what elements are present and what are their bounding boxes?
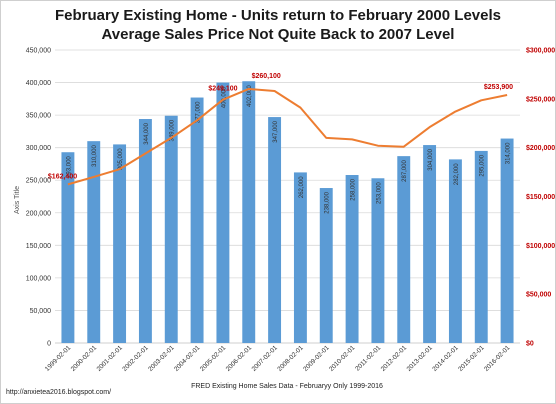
x-axis-tick-label: 2004-02-01 [173, 344, 202, 373]
bar-data-label: 310,000 [92, 145, 98, 167]
left-axis-tick-label: 250,000 [26, 178, 51, 185]
bar [61, 152, 75, 343]
bar-data-label: 262,000 [299, 176, 305, 198]
chart-subtitle: Average Sales Price Not Quite Back to 20… [101, 26, 455, 43]
bar-data-label: 295,000 [480, 154, 486, 176]
x-axis-ticks: 1999-02-012000-02-012001-02-012002-02-01… [44, 344, 512, 373]
x-axis-tick-label: 2016-02-01 [483, 344, 512, 373]
bar-data-label: 238,000 [325, 191, 331, 213]
line-point-label: $253,900 [484, 84, 513, 91]
y-axis-title: Axis Title [14, 186, 21, 214]
chart-title-block: February Existing Home - Units return to… [0, 6, 556, 44]
line-path [67, 87, 508, 186]
left-axis-tick-label: 0 [47, 341, 51, 348]
line-point-label: $162,400 [48, 173, 77, 180]
bar-data-label: 293,000 [66, 156, 72, 178]
line-point-label: $260,100 [252, 73, 281, 80]
right-axis-tick-label: $100,000 [526, 243, 555, 250]
bar [138, 119, 152, 343]
x-axis-tick-label: 2012-02-01 [380, 344, 409, 373]
left-axis-tick-label: 400,000 [26, 80, 51, 87]
bar-data-label: 258,000 [351, 178, 357, 200]
bar [164, 115, 178, 343]
left-axis-tick-label: 200,000 [26, 210, 51, 217]
left-axis-tick-label: 50,000 [30, 308, 52, 315]
bar-data-label: 347,000 [273, 120, 279, 142]
bar-data-labels: 293,000 310,000 305,000 344,000 349,000 377,0… [66, 85, 511, 214]
chart-title: February Existing Home - Units return to… [55, 7, 501, 24]
bar [216, 82, 230, 344]
bar [293, 172, 307, 343]
left-axis-tick-label: 300,000 [26, 145, 51, 152]
x-axis-tick-label: 2013-02-01 [406, 344, 435, 373]
left-axis-ticks: 0 50,000 100,000 150,000 200,000 250,000 300,0… [26, 48, 51, 348]
bar-data-label: 282,000 [454, 163, 460, 185]
footer-url: http://anxietea2016.blogspot.com/ [6, 389, 112, 396]
x-axis-tick-label: 2010-02-01 [328, 344, 357, 373]
bar [500, 138, 514, 343]
bar-series [61, 81, 514, 344]
gridlines [55, 49, 520, 344]
right-axis-tick-label: $50,000 [526, 292, 551, 299]
x-axis-tick-label: 2008-02-01 [276, 344, 305, 373]
x-axis-tick-label: 2002-02-01 [121, 344, 150, 373]
bar [423, 145, 437, 343]
line-series [67, 87, 508, 186]
bar-data-label: 253,000 [376, 182, 382, 204]
right-axis-tick-label: $250,000 [526, 96, 555, 103]
left-axis-tick-label: 150,000 [26, 243, 51, 250]
x-axis-tick-label: 1999-02-01 [44, 344, 73, 373]
bar-data-label: 314,000 [506, 142, 512, 164]
bar-data-label: 400,000 [221, 86, 227, 108]
x-axis-tick-label: 2015-02-01 [457, 344, 486, 373]
left-axis-tick-label: 350,000 [26, 113, 51, 120]
bar [474, 150, 488, 343]
x-axis-tick-label: 2009-02-01 [302, 344, 331, 373]
x-axis-tick-label: 2014-02-01 [431, 344, 460, 373]
bar-data-label: 349,000 [170, 119, 176, 141]
left-axis-tick-label: 100,000 [26, 275, 51, 282]
right-axis-tick-label: $300,000 [526, 48, 555, 55]
bar-data-label: 377,000 [196, 101, 202, 123]
x-axis-tick-label: 2011-02-01 [354, 344, 382, 372]
right-axis-ticks: $0 $50,000 $100,000 $150,000 $200,000 $250,00… [526, 48, 555, 348]
x-axis-tick-label: 2006-02-01 [225, 344, 254, 373]
line-point-label: $249,100 [208, 86, 237, 93]
bar [113, 144, 127, 343]
bar [242, 81, 256, 344]
x-axis-tick-label: 2003-02-01 [147, 344, 176, 373]
bar [319, 188, 333, 343]
bar [190, 97, 204, 343]
bar [448, 159, 462, 343]
bar [87, 141, 101, 343]
bar [268, 117, 282, 343]
x-axis-title: FRED Existing Home Sales Data - February… [191, 383, 383, 390]
x-axis-tick-label: 2005-02-01 [199, 344, 228, 373]
bar-data-label: 287,000 [402, 159, 408, 181]
right-axis-tick-label: $150,000 [526, 194, 555, 201]
x-axis-tick-label: 2001-02-01 [96, 344, 125, 373]
bar-data-label: 344,000 [144, 122, 150, 144]
x-axis-tick-label: 2007-02-01 [251, 344, 280, 373]
left-axis-tick-label: 450,000 [26, 48, 51, 55]
right-axis-tick-label: $200,000 [526, 145, 555, 152]
right-axis-tick-label: $0 [526, 341, 534, 348]
bar [371, 178, 385, 343]
bar [345, 175, 359, 343]
bar-data-label: 305,000 [118, 148, 124, 170]
line-point-labels: $162,400 $249,100 $260,100 $253,900 [48, 73, 513, 180]
x-axis-tick-label: 2000-02-01 [70, 344, 99, 373]
bar-data-label: 402,000 [247, 85, 253, 107]
bar-data-label: 304,000 [428, 148, 434, 170]
bar [397, 156, 411, 343]
